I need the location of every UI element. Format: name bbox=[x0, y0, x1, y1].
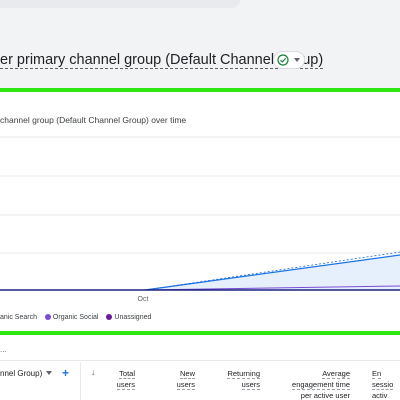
column-header-line: Returning bbox=[227, 369, 260, 379]
truncated-text: ... bbox=[0, 345, 7, 354]
header-strip bbox=[0, 0, 240, 8]
check-circle-icon bbox=[277, 54, 289, 66]
column-header-line: per active user bbox=[300, 391, 350, 400]
chart-card bbox=[0, 104, 400, 332]
chart-card-title: channel group (Default Channel Group) ov… bbox=[0, 115, 187, 125]
column-header-returning-users[interactable]: Returning users bbox=[215, 368, 260, 390]
x-tick-label: Oct bbox=[138, 296, 149, 303]
series-line-organic-search bbox=[144, 254, 400, 291]
legend-item-organic-search[interactable]: anic Search bbox=[0, 314, 37, 321]
dimension-label: nnel Group) bbox=[0, 369, 43, 378]
report-title-text[interactable]: er primary channel group (Default Channe… bbox=[0, 52, 324, 69]
dimension-selector[interactable]: nnel Group) bbox=[0, 369, 53, 378]
highlight-border-bottom bbox=[0, 331, 400, 335]
legend-dot bbox=[44, 314, 51, 320]
legend-label: Organic Social bbox=[52, 314, 99, 321]
column-header-line: users bbox=[116, 380, 135, 390]
column-header-avg-engagement[interactable]: Average engagement time per active user bbox=[275, 368, 350, 400]
legend-item-unassigned[interactable]: Unassigned bbox=[106, 314, 151, 321]
column-header-line: Average bbox=[322, 369, 350, 379]
legend-label: anic Search bbox=[0, 314, 37, 321]
column-header-new-users[interactable]: New users bbox=[160, 368, 195, 390]
comparison-status-button[interactable] bbox=[273, 51, 305, 69]
column-header-line: New bbox=[179, 369, 195, 379]
column-header-line: En bbox=[372, 369, 382, 379]
column-header-line: activ bbox=[372, 391, 388, 400]
column-header-line: users bbox=[176, 380, 195, 390]
line-chart: Oct bbox=[0, 136, 400, 303]
column-header-line: users bbox=[241, 380, 260, 390]
column-header-line: engagement time bbox=[292, 380, 350, 390]
report-title: er primary channel group (Default Channe… bbox=[0, 52, 324, 69]
chevron-down-icon bbox=[294, 58, 300, 62]
series-line-comparison bbox=[144, 251, 400, 291]
table-header bbox=[0, 360, 400, 400]
chevron-down-icon bbox=[46, 371, 53, 375]
column-header-total-users[interactable]: Total users bbox=[100, 368, 135, 390]
legend-label: Unassigned bbox=[114, 314, 152, 321]
sort-descending-icon[interactable]: ↓ bbox=[91, 367, 96, 377]
legend-dot bbox=[106, 314, 113, 320]
highlight-border-top bbox=[0, 88, 400, 92]
column-divider bbox=[80, 362, 81, 400]
add-dimension-icon[interactable]: + bbox=[62, 366, 70, 380]
column-header-line: Total bbox=[119, 369, 135, 379]
column-header-line: sessio bbox=[372, 380, 394, 390]
column-header-engaged-sessions[interactable]: En sessio activ bbox=[372, 368, 400, 400]
chart-legend: anic Search Organic Social Unassigned bbox=[0, 314, 157, 324]
report-header: er primary channel group (Default Channe… bbox=[0, 0, 400, 92]
legend-item-organic-social[interactable]: Organic Social bbox=[44, 314, 99, 321]
